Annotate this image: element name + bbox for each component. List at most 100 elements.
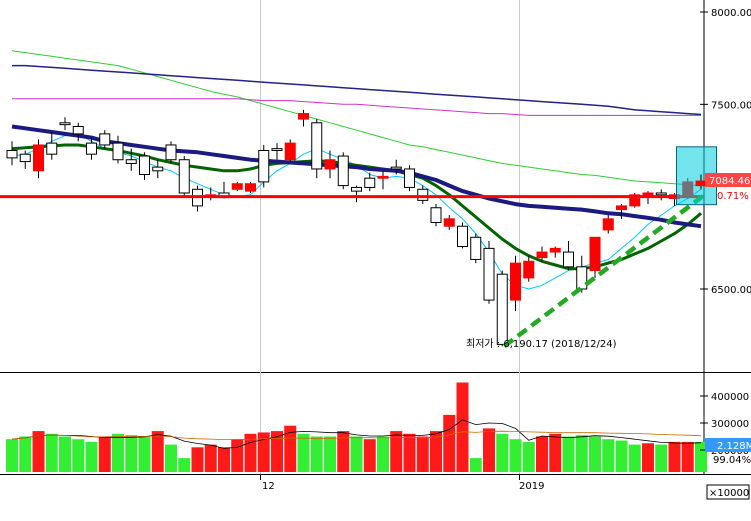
candle-down [457,225,468,248]
price-change: 0.71% [717,191,749,202]
volume-bar-down [695,441,707,472]
volume-bar-up [416,436,429,472]
volume-bar-down [19,436,32,472]
volume-bar-down [469,458,482,472]
candle-down [112,142,124,161]
candle-down [483,247,495,301]
vol-tag: 2.128M [717,441,751,452]
candle-up [523,260,535,279]
volume-bar-down [59,436,71,472]
volume-bar-down [522,441,535,472]
price-panel [0,0,704,372]
candle-down [576,266,588,290]
volume-bars [6,382,707,472]
candle-down [390,166,402,170]
candle-up [33,144,44,172]
candle-down [430,207,442,224]
volume-bar-down [628,444,641,472]
volume-bar-up [443,414,456,472]
candle-down [19,153,31,163]
candle-down [311,122,323,170]
volume-bar-up [681,441,694,472]
candle-down [337,155,349,187]
volume-bar-up [32,431,45,472]
candle-down [655,192,667,196]
volume-bar-down [615,440,628,472]
candle-up [443,218,455,227]
volume-bar-down [589,436,601,472]
candle-down [404,168,415,188]
candle-down [271,148,283,152]
volume-bar-down [377,436,389,472]
volume-bar-up [363,439,376,472]
volume-bar-down [324,436,336,472]
candle-up [284,142,296,161]
candle-up [629,194,641,207]
x-tick-2019: 2019 [519,481,544,492]
volume-bar-down [125,435,138,472]
trendline [502,191,709,349]
volume-bar-down [655,444,668,472]
vol-unit: ×10000 [709,488,749,499]
candle-down [563,251,574,268]
volume-bar-down [575,435,588,472]
candle-down [125,159,137,164]
volume-bar-up [456,382,469,472]
candle-down [6,150,18,159]
candle-down [72,125,84,135]
candle-up [324,159,336,170]
last-candle-body [695,180,707,187]
candle-up [245,183,256,192]
price-tick-label: 6500.00 [711,285,751,296]
volume-bar-up [218,447,230,472]
volume-bar-up [337,431,350,472]
volume-bar-up [257,432,270,472]
candle-down [470,236,482,260]
volume-bar-up [430,431,442,472]
volume-bar-up [98,436,111,472]
volume-bar-down [165,444,177,472]
volume-bar-down [297,433,310,472]
candle-down [99,133,111,146]
volume-bar-up [231,439,244,472]
price-tag: 7084.46 [709,176,750,187]
candle-up [616,205,627,211]
volume-bar-down [178,458,191,472]
candle-up [549,247,561,253]
ma-line-ma60_dark [11,124,702,229]
candle-up [510,262,521,301]
candle-down [417,188,429,201]
candle-up [602,218,614,231]
volume-bar-down [138,436,151,472]
vol-tag-bg [705,438,751,452]
candle-down [86,142,97,155]
candle-down [496,273,508,345]
candle-down [139,155,150,176]
candle-up [536,251,548,259]
volume-bar-up [549,433,562,472]
volume-bar-up [204,444,217,472]
volume-bar-up [642,443,654,472]
candle-up [231,183,243,190]
candle-down [165,144,177,161]
volume-bar-up [403,433,416,472]
volume-bar-up [151,431,164,472]
volume-tick-label: 400000 [711,392,749,403]
volume-bar-down [85,441,98,472]
candle-up [298,113,309,120]
volume-bar-down [350,436,363,472]
candle-down [46,142,58,155]
ma-line-ma120 [11,50,702,187]
candle-down [258,150,270,183]
volume-bar-up [271,431,283,472]
candle-down [351,186,362,192]
volume-bar-up [284,425,297,472]
volume-ma-long [11,430,702,441]
x-tick-12: 12 [262,481,275,492]
volume-bar-down [112,433,124,472]
vol-pct: 99.04% [713,455,751,466]
price-tick-label: 7500.00 [711,100,751,111]
volume-bar-down [602,439,615,472]
volume-bar-up [191,447,204,472]
